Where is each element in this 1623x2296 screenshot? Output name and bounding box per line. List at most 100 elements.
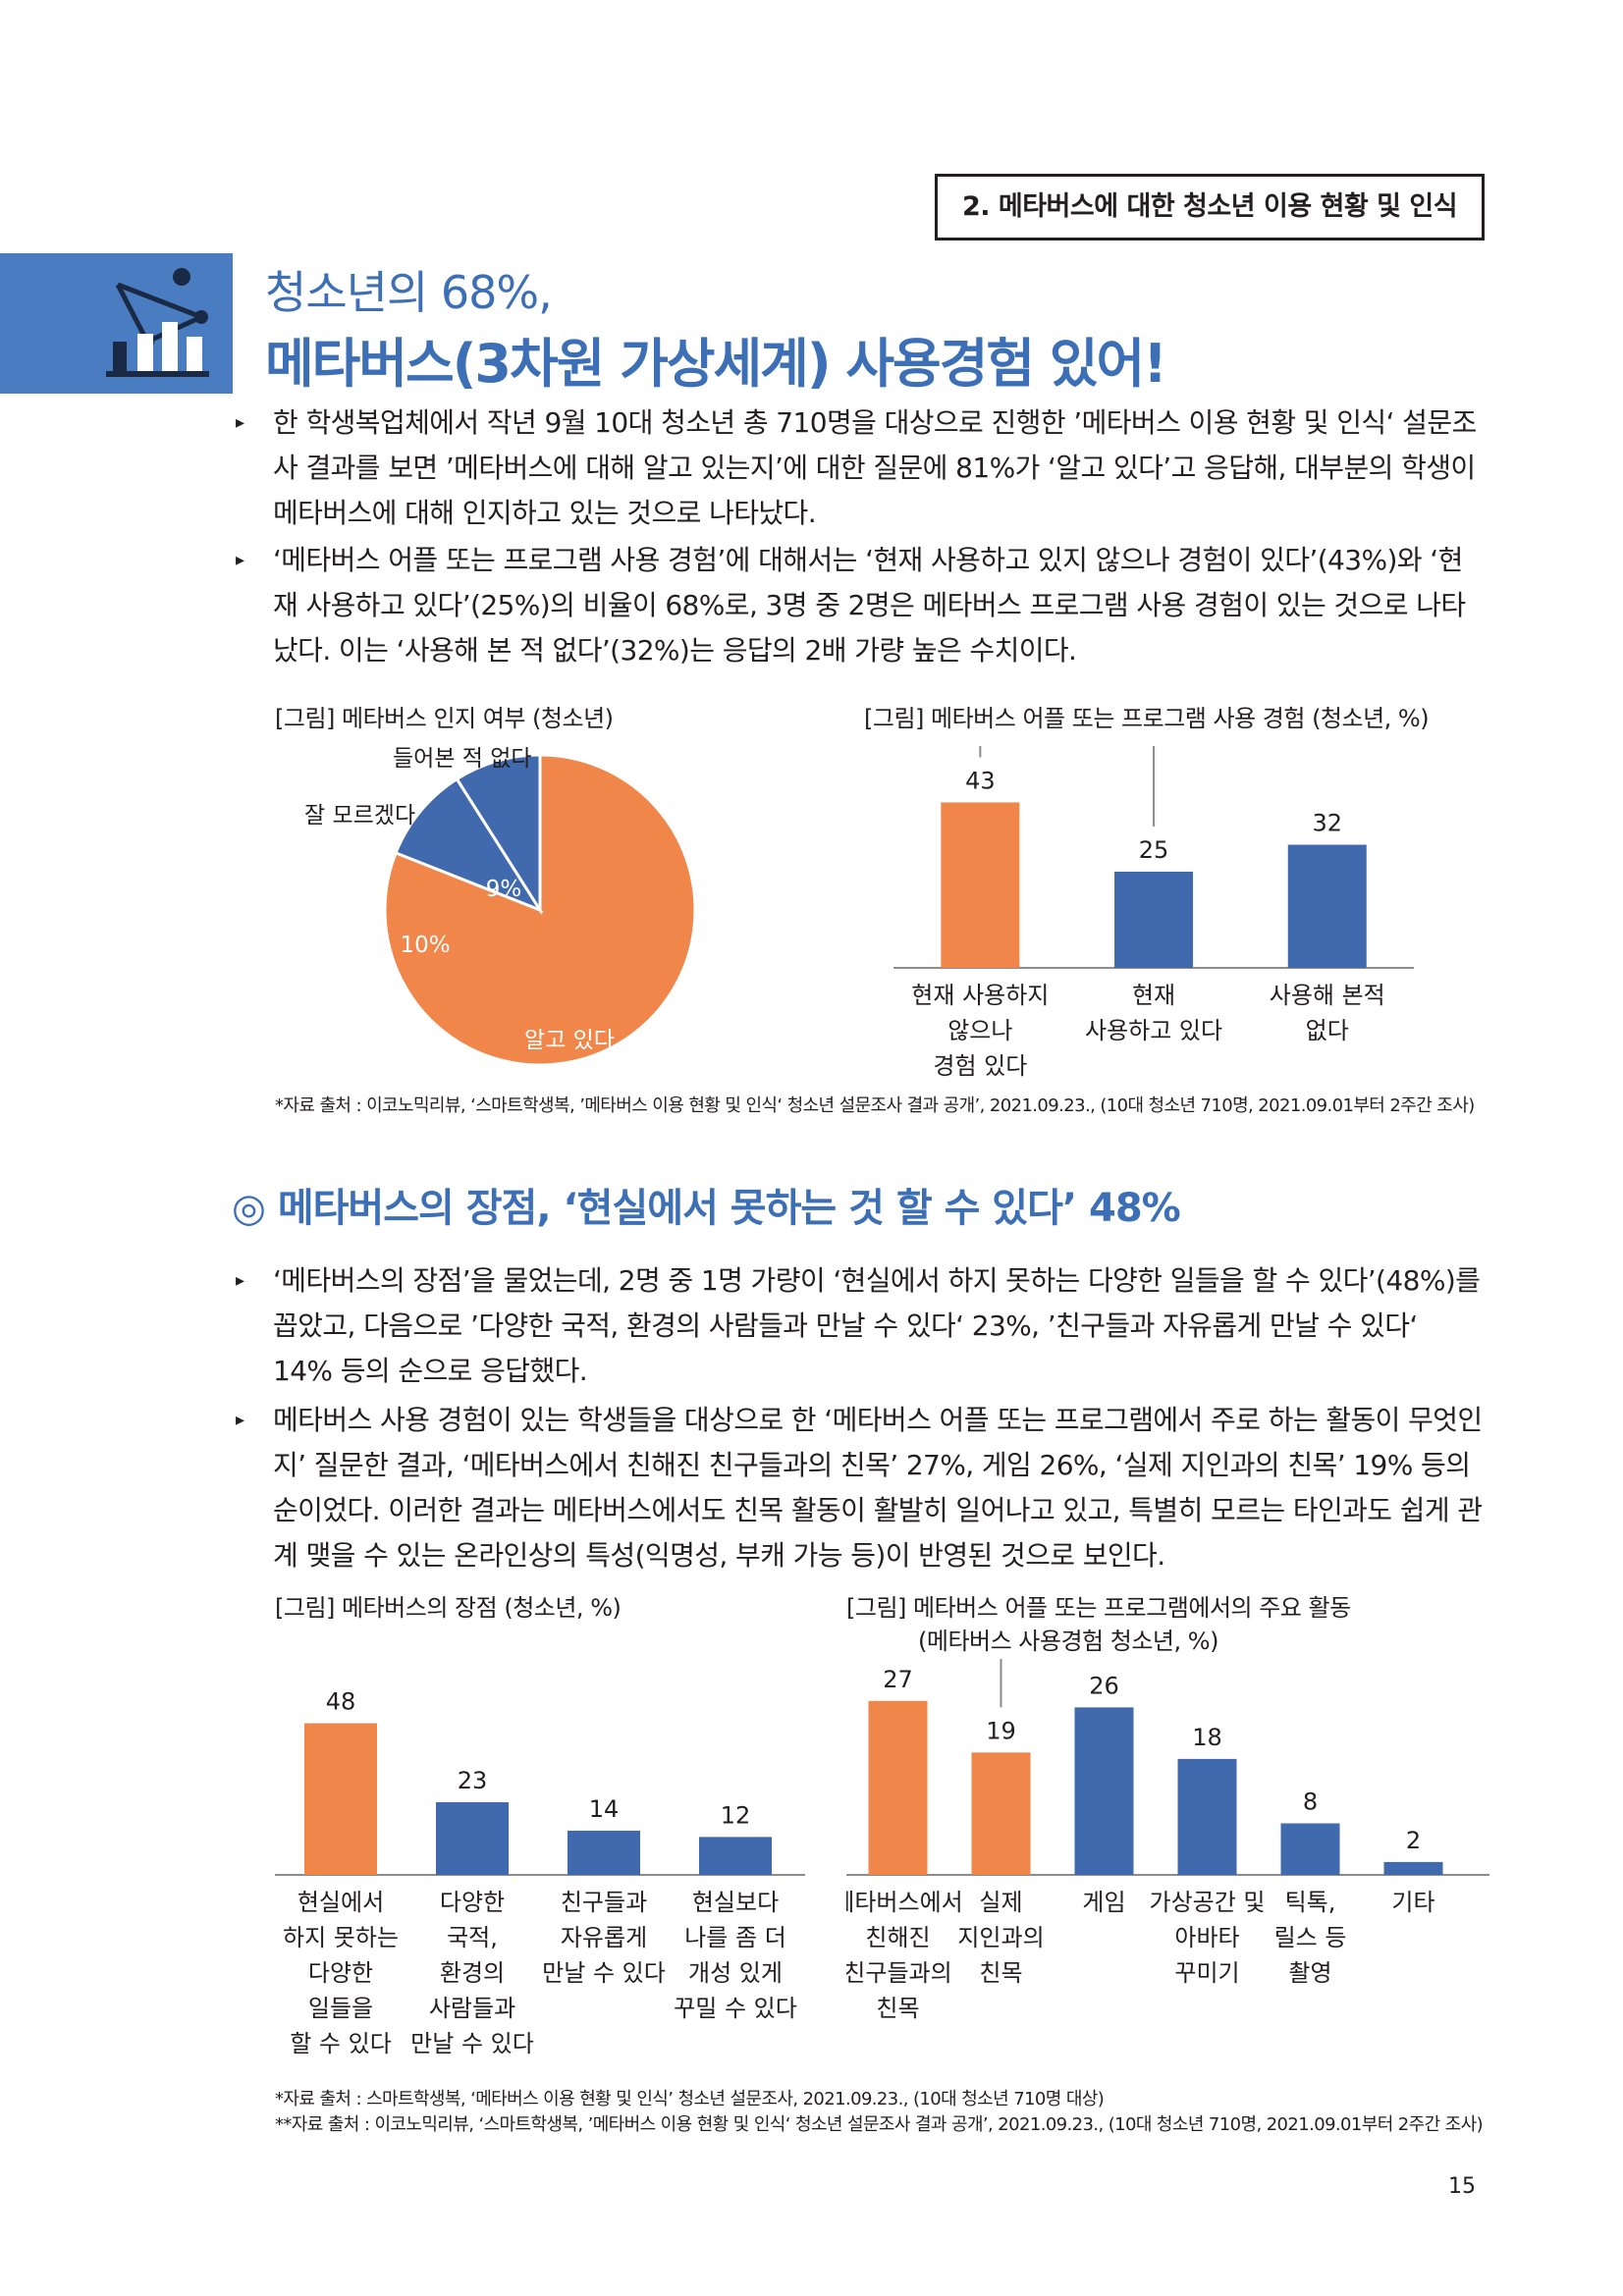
source-note-1: *자료 출처 : 이코노믹리뷰, ‘스마트학생복, ’메타버스 이용 현황 및 …	[275, 1095, 1475, 1116]
bar-value-label-1: 27	[883, 1666, 913, 1693]
bar-value-label-1: 48	[326, 1688, 356, 1716]
pie-value-2: 10%	[400, 933, 450, 958]
section2-title: ◎ 메타버스의 장점, ‘현실에서 못하는 것 할 수 있다’ 48%	[232, 1186, 1181, 1231]
chart-people-icon	[0, 253, 233, 394]
category-label-1-1: 현실에서	[298, 1889, 384, 1916]
category-label-3-1: 친구들과	[561, 1889, 647, 1916]
headline-main: 메타버스(3차원 가상세계) 사용경험 있어!	[265, 333, 1167, 395]
bullet-arrow-icon: ▸	[236, 550, 244, 570]
category-label-4-3: 개성 있게	[688, 1959, 783, 1987]
bar-1	[868, 1700, 928, 1875]
chart2-title: [그림] 메타버스 어플 또는 프로그램 사용 경험 (청소년, %)	[864, 705, 1430, 732]
category-label-1-5: 할 수 있다	[290, 2030, 392, 2057]
bar-value-label-4: 12	[721, 1801, 751, 1829]
headline-sub: 청소년의 68%,	[265, 266, 553, 319]
section-label: 2. 메타버스에 대한 청소년 이용 현황 및 인식	[935, 174, 1485, 240]
bullet-arrow-icon: ▸	[236, 412, 244, 433]
category-label-2-2: 사용하고 있다	[1085, 1017, 1222, 1044]
category-label-2-2: 국적,	[447, 1924, 498, 1951]
bracket-line	[1000, 1659, 1002, 1708]
category-label-1-4: 일들을	[308, 1995, 373, 2022]
category-label-2-3: 환경의	[440, 1959, 505, 1987]
bar-value-label-2: 23	[458, 1767, 488, 1794]
category-label-1-3: 다양한	[308, 1959, 373, 1987]
category-label-3-3: 만날 수 있다	[542, 1959, 666, 1987]
bullet-arrow-icon: ▸	[236, 1270, 244, 1291]
category-label-4-2: 나를 좀 더	[684, 1924, 786, 1951]
category-label-2-5: 만날 수 있다	[410, 2030, 534, 2057]
bar-value-label-3: 26	[1089, 1672, 1119, 1699]
bar-3	[568, 1830, 640, 1875]
pie-value-1: 81%	[544, 1063, 594, 1089]
section2-bullet-2: ▸ 메타버스 사용 경험이 있는 학생들을 대상으로 한 ‘메타버스 어플 또는…	[236, 1398, 1483, 1578]
category-label-4-1: 가상공간 및	[1149, 1889, 1265, 1916]
chart4-subtitle: (메타버스 사용경험 청소년, %)	[918, 1628, 1218, 1655]
bar-5	[1280, 1823, 1340, 1875]
category-label-1-2: 하지 못하는	[283, 1924, 399, 1951]
category-label-2-3: 친목	[979, 1959, 1022, 1987]
bar-2	[436, 1801, 509, 1875]
category-label-3-2: 자유롭게	[561, 1924, 647, 1951]
bar-2	[1114, 872, 1194, 968]
category-label-4-1: 현실보다	[692, 1889, 779, 1916]
category-label-2-1: 다양한	[440, 1889, 505, 1916]
category-label-4-4: 꾸밀 수 있다	[674, 1995, 797, 2022]
section2-bullet-1: ▸ ‘메타버스의 장점’을 물었는데, 2명 중 1명 가량이 ‘현실에서 하지…	[236, 1258, 1483, 1394]
bar-value-label-5: 8	[1303, 1789, 1318, 1816]
page-number: 15	[1448, 2174, 1476, 2199]
source-note-3: **자료 출처 : 이코노믹리뷰, ‘스마트학생복, ’메타버스 이용 현황 및…	[275, 2114, 1484, 2135]
section1-bullet-1: ▸ 한 학생복업체에서 작년 9월 10대 청소년 총 710명을 대상으로 진…	[236, 400, 1483, 536]
pie-value-3: 9%	[486, 877, 522, 902]
section1-bullet-2: ▸ ‘메타버스 어플 또는 프로그램 사용 경험’에 대해서는 ‘현재 사용하고…	[236, 538, 1483, 673]
category-label-5-1: 틱톡,	[1285, 1889, 1336, 1916]
bar-value-label-2: 25	[1139, 836, 1169, 864]
pie-label-3: 들어본 적 없다	[393, 746, 532, 772]
category-label-2-2: 지인과의	[957, 1924, 1044, 1951]
category-label-5-2: 릴스 등	[1274, 1924, 1347, 1951]
bar-value-label-3: 14	[589, 1795, 620, 1823]
bar-value-label-4: 18	[1192, 1724, 1222, 1751]
category-label-3-1: 사용해 본적	[1270, 982, 1385, 1009]
pie-slice-3	[455, 753, 542, 916]
bar-4	[1177, 1758, 1237, 1875]
category-label-6-1: 기타	[1391, 1889, 1434, 1916]
category-label-3-1: 게임	[1082, 1889, 1125, 1916]
category-label-1-2: 않으나	[947, 1017, 1012, 1044]
category-label-2-1: 현재	[1132, 982, 1175, 1009]
category-label-5-3: 촬영	[1288, 1959, 1331, 1987]
pie-label-1: 알고 있다	[524, 1028, 615, 1053]
pie-slice-2	[394, 776, 544, 914]
bar-1	[941, 802, 1020, 968]
bracket-line	[979, 746, 1156, 827]
bullet-arrow-icon: ▸	[236, 1410, 244, 1430]
category-label-3-2: 없다	[1306, 1017, 1349, 1044]
chart4-title: [그림] 메타버스 어플 또는 프로그램에서의 주요 활동	[846, 1594, 1351, 1622]
category-label-2-4: 사람들과	[429, 1995, 515, 2022]
bar-1	[304, 1723, 377, 1875]
category-label-4-3: 꾸미기	[1174, 1959, 1239, 1987]
category-label-1-3: 경험 있다	[933, 1052, 1027, 1080]
chart3-title: [그림] 메타버스의 장점 (청소년, %)	[275, 1594, 622, 1622]
chart1-title: [그림] 메타버스 인지 여부 (청소년)	[275, 705, 614, 732]
bar-value-label-2: 19	[986, 1717, 1016, 1744]
source-note-2: *자료 출처 : 스마트학생복, ‘메타버스 이용 현황 및 인식’ 청소년 설…	[275, 2089, 1105, 2109]
category-label-1-3: 친구들과의	[846, 1959, 952, 1987]
bar-value-label-3: 32	[1312, 810, 1342, 837]
bar-3	[1074, 1707, 1134, 1875]
category-label-4-2: 아바타	[1174, 1924, 1239, 1951]
category-label-1-4: 친목	[876, 1995, 919, 2022]
bar-2	[971, 1752, 1031, 1875]
category-label-1-1: 메타버스에서	[846, 1889, 963, 1916]
category-label-2-1: 실제	[979, 1889, 1022, 1916]
bar-value-label-1: 43	[965, 767, 996, 794]
category-label-1-2: 친해진	[865, 1924, 930, 1951]
main-activities-bar-chart: 27메타버스에서친해진친구들과의친목19실제지인과의친목26게임18가상공간 및…	[846, 1659, 1489, 2022]
bar-3	[1287, 844, 1367, 968]
bar-6	[1383, 1861, 1443, 1875]
pie-label-2: 잘 모르겠다	[304, 803, 415, 828]
bar-value-label-6: 2	[1406, 1827, 1421, 1854]
awareness-pie-chart: 알고 있다 81% 10% 9% 잘 모르겠다 들어본 적 없다	[304, 746, 697, 1089]
category-label-1-1: 현재 사용하지	[911, 982, 1049, 1009]
